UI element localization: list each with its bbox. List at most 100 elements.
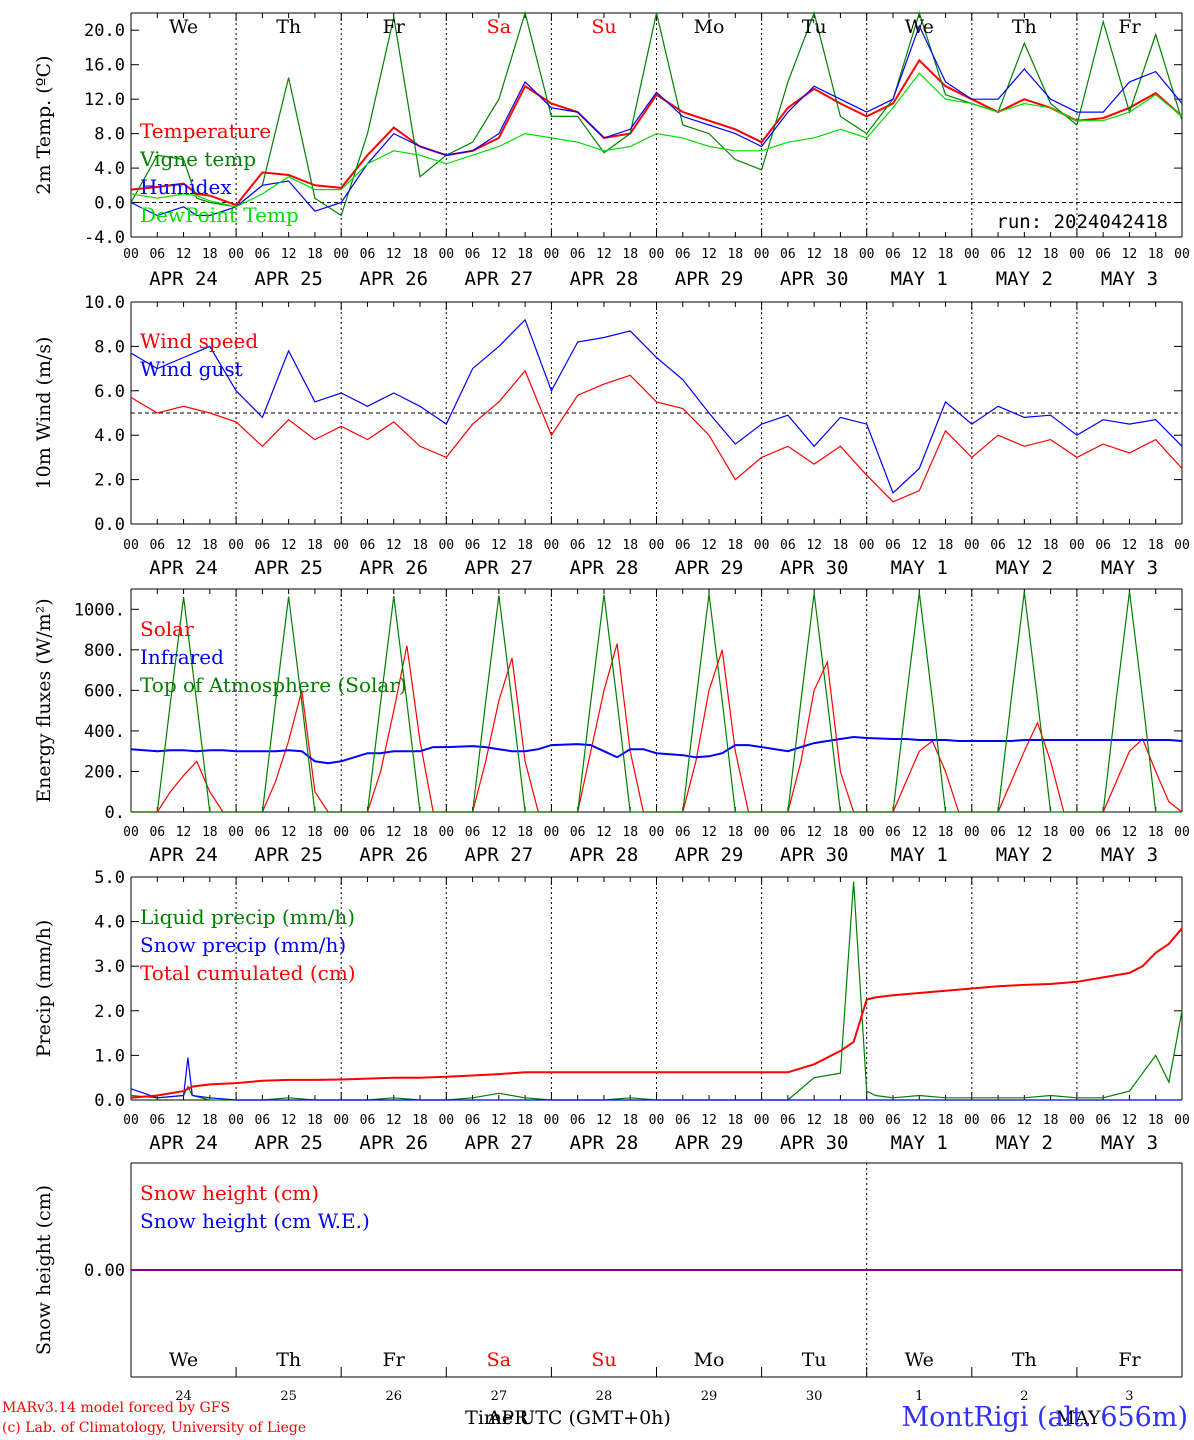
- x-tick-label: 18: [1043, 247, 1059, 262]
- x-tick-label: 18: [412, 247, 428, 262]
- date-label: APR 26: [359, 268, 428, 290]
- day-name: Tu: [802, 1349, 827, 1371]
- date-label: APR 24: [149, 844, 218, 866]
- day-name: We: [169, 16, 198, 38]
- day-number: 30: [806, 1389, 823, 1404]
- x-tick-label: 12: [1122, 825, 1138, 840]
- date-label: APR 28: [570, 844, 639, 866]
- x-tick-label: 06: [360, 1113, 376, 1128]
- date-label: APR 24: [149, 1132, 218, 1154]
- series-line: [130, 1057, 1182, 1101]
- x-tick-label: 00: [438, 247, 454, 262]
- x-tick-label: 18: [1043, 1113, 1059, 1128]
- x-tick-label: 00: [1174, 538, 1190, 553]
- y-tick-label: 0.00: [84, 1261, 125, 1281]
- x-tick-label: 00: [438, 538, 454, 553]
- y-tick-label: 1000.: [74, 600, 125, 620]
- x-tick-label: 18: [938, 538, 954, 553]
- x-tick-label: 18: [307, 825, 323, 840]
- x-tick-label: 00: [544, 538, 560, 553]
- x-tick-label: 12: [386, 1113, 402, 1128]
- x-tick-label: 00: [649, 1113, 665, 1128]
- y-tick-label: 16.0: [84, 56, 125, 76]
- x-tick-label: 00: [964, 1113, 980, 1128]
- x-tick-label: 18: [412, 538, 428, 553]
- x-tick-label: 06: [885, 825, 901, 840]
- day-name: Th: [1012, 16, 1037, 38]
- date-label: APR 24: [149, 557, 218, 579]
- date-label: APR 29: [675, 268, 744, 290]
- x-tick-label: 06: [570, 538, 586, 553]
- date-label: APR 24: [149, 268, 218, 290]
- time-axis-label: Time UTC (GMT+0h): [465, 1407, 671, 1429]
- date-label: MAY 3: [1101, 557, 1158, 579]
- date-label: APR 27: [465, 844, 534, 866]
- y-tick-label: 4.0: [94, 159, 125, 179]
- x-tick-label: 18: [622, 825, 638, 840]
- x-tick-label: 18: [202, 1113, 218, 1128]
- x-tick-label: 12: [701, 1113, 717, 1128]
- x-tick-label: 18: [727, 538, 743, 553]
- day-name: Fr: [383, 1349, 406, 1371]
- x-tick-label: 00: [1174, 247, 1190, 262]
- x-tick-label: 06: [149, 538, 165, 553]
- x-tick-label: 00: [1069, 825, 1085, 840]
- date-label: APR 25: [254, 557, 323, 579]
- x-tick-label: 12: [701, 538, 717, 553]
- x-tick-label: 00: [544, 825, 560, 840]
- x-tick-label: 00: [228, 538, 244, 553]
- x-tick-label: 00: [333, 538, 349, 553]
- x-tick-label: 06: [465, 1113, 481, 1128]
- date-label: MAY 1: [891, 268, 948, 290]
- date-label: MAY 1: [891, 1132, 948, 1154]
- date-label: APR 27: [465, 1132, 534, 1154]
- x-tick-label: 06: [255, 825, 271, 840]
- day-name: We: [169, 1349, 198, 1371]
- x-tick-label: 12: [176, 1113, 192, 1128]
- day-name: Th: [276, 1349, 301, 1371]
- x-tick-label: 00: [123, 1113, 139, 1128]
- x-tick-label: 18: [412, 1113, 428, 1128]
- x-tick-label: 18: [517, 825, 533, 840]
- date-label: APR 29: [675, 1132, 744, 1154]
- x-tick-label: 18: [1148, 825, 1164, 840]
- x-tick-label: 18: [938, 247, 954, 262]
- x-tick-label: 12: [911, 825, 927, 840]
- x-tick-label: 12: [176, 247, 192, 262]
- date-label: MAY 2: [996, 844, 1053, 866]
- x-tick-label: 12: [596, 247, 612, 262]
- legend-entry: Humidex: [140, 175, 232, 199]
- day-number: 27: [491, 1389, 508, 1404]
- day-number: 1: [915, 1389, 923, 1404]
- x-tick-label: 00: [964, 538, 980, 553]
- x-tick-label: 12: [1017, 825, 1033, 840]
- y-tick-label: 400.: [84, 722, 125, 742]
- x-tick-label: 00: [859, 825, 875, 840]
- x-tick-label: 12: [596, 825, 612, 840]
- x-tick-label: 00: [123, 825, 139, 840]
- date-label: APR 26: [359, 844, 428, 866]
- y-tick-label: 12.0: [84, 90, 125, 110]
- day-name: Mo: [694, 1349, 725, 1371]
- y-tick-label: 10.0: [84, 293, 125, 313]
- x-tick-label: 12: [596, 1113, 612, 1128]
- x-tick-label: 06: [675, 247, 691, 262]
- series-line: [131, 591, 1182, 813]
- x-tick-label: 12: [281, 538, 297, 553]
- x-tick-label: 18: [307, 247, 323, 262]
- x-tick-label: 06: [465, 825, 481, 840]
- x-tick-label: 06: [780, 247, 796, 262]
- x-tick-label: 18: [1043, 538, 1059, 553]
- x-tick-label: 00: [544, 1113, 560, 1128]
- x-tick-label: 06: [360, 825, 376, 840]
- x-tick-label: 00: [544, 247, 560, 262]
- x-tick-label: 18: [307, 1113, 323, 1128]
- x-tick-label: 18: [727, 247, 743, 262]
- x-tick-label: 12: [806, 247, 822, 262]
- x-tick-label: 06: [675, 825, 691, 840]
- date-label: APR 26: [359, 1132, 428, 1154]
- x-tick-label: 06: [885, 1113, 901, 1128]
- y-tick-label: 2.0: [94, 1002, 125, 1022]
- x-tick-label: 18: [1148, 1113, 1164, 1128]
